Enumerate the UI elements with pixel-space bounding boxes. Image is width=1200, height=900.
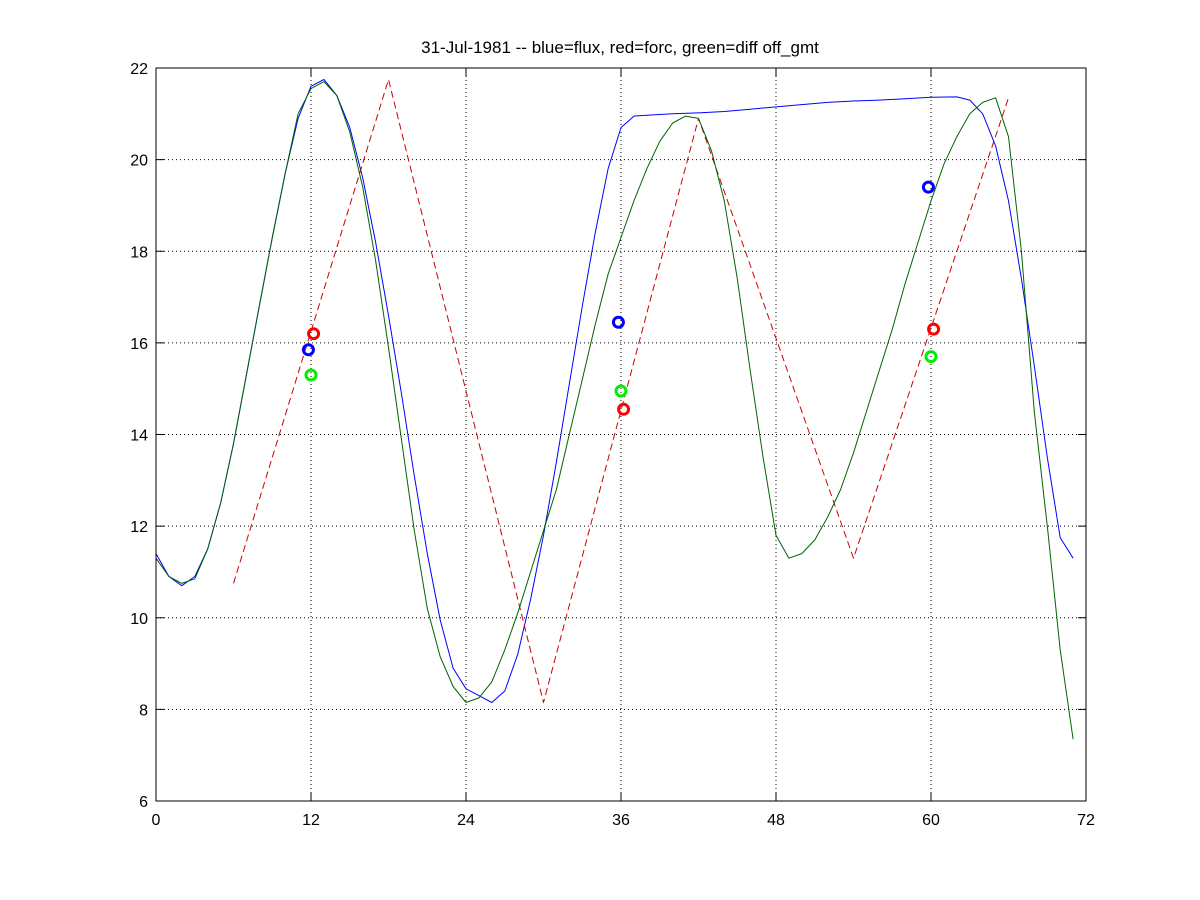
plot-data bbox=[155, 79, 1074, 740]
data-point-marker bbox=[301, 343, 315, 357]
data-point-marker bbox=[921, 180, 935, 194]
data-point-marker bbox=[617, 402, 631, 416]
x-tick-label: 48 bbox=[767, 812, 785, 829]
data-point-marker bbox=[927, 322, 941, 336]
chart-title: 31-Jul-1981 -- blue=flux, red=forc, gree… bbox=[421, 38, 819, 57]
x-tick-label: 0 bbox=[152, 812, 161, 829]
y-tick-label: 22 bbox=[130, 61, 148, 78]
data-point-marker bbox=[307, 327, 321, 341]
data-point-marker bbox=[614, 384, 628, 398]
x-tick-label: 12 bbox=[302, 812, 320, 829]
data-point-marker bbox=[611, 315, 625, 329]
y-tick-label: 8 bbox=[139, 702, 148, 719]
y-tick-label: 12 bbox=[130, 519, 148, 536]
y-tick-label: 6 bbox=[139, 794, 148, 811]
y-tick-label: 16 bbox=[130, 336, 148, 353]
y-tick-label: 20 bbox=[130, 153, 148, 170]
x-tick-label: 36 bbox=[612, 812, 630, 829]
x-tick-label: 24 bbox=[457, 812, 475, 829]
axis-ticks: 0 12 24 36 48 60 72 6 8 10 12 14 16 18 20 22 bbox=[130, 61, 1095, 829]
diff-series-line bbox=[155, 81, 1074, 740]
y-tick-label: 18 bbox=[130, 244, 148, 261]
grid-lines bbox=[156, 68, 1086, 801]
y-tick-label: 14 bbox=[130, 428, 148, 445]
data-point-marker bbox=[304, 368, 318, 382]
y-tick-label: 10 bbox=[130, 611, 148, 628]
data-point-marker bbox=[924, 350, 938, 364]
x-tick-label: 72 bbox=[1077, 812, 1095, 829]
x-tick-label: 60 bbox=[922, 812, 940, 829]
